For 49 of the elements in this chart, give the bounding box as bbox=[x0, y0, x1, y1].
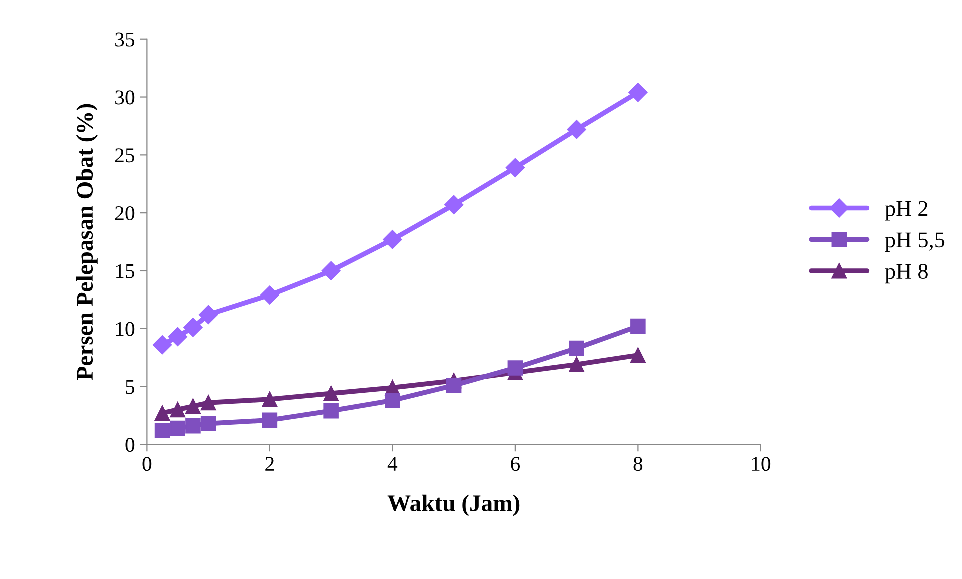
point bbox=[628, 83, 648, 102]
x-tick-label: 6 bbox=[511, 457, 520, 472]
point bbox=[630, 348, 646, 364]
legend-label: pH 2 bbox=[885, 201, 928, 221]
point bbox=[567, 120, 586, 140]
point bbox=[262, 392, 278, 408]
point bbox=[200, 395, 216, 411]
point bbox=[569, 340, 584, 356]
x-tick-label: 2 bbox=[266, 457, 274, 471]
x-tick-label: 4 bbox=[388, 457, 398, 471]
point bbox=[260, 286, 280, 305]
point bbox=[506, 158, 525, 178]
point bbox=[262, 412, 278, 428]
point bbox=[569, 357, 584, 372]
point bbox=[324, 386, 339, 402]
point bbox=[199, 305, 218, 325]
x-tick-label: 0 bbox=[142, 457, 152, 472]
x-tick-label: 10 bbox=[752, 457, 771, 472]
y-tick-label: 15 bbox=[116, 264, 135, 278]
point bbox=[154, 406, 170, 422]
point bbox=[322, 261, 341, 281]
point bbox=[184, 318, 203, 338]
point bbox=[154, 423, 170, 438]
point bbox=[446, 378, 462, 394]
y-tick-label: 30 bbox=[116, 90, 135, 105]
legend-label: pH 5,5 bbox=[885, 232, 945, 252]
point bbox=[168, 327, 188, 347]
y-tick-label: 25 bbox=[115, 148, 135, 163]
x-axis-title: Waktu (Jam) bbox=[388, 494, 520, 516]
point bbox=[444, 195, 464, 214]
y-tick-label: 5 bbox=[126, 380, 135, 394]
y-tick-label: 20 bbox=[115, 206, 135, 221]
legend-label: pH 8 bbox=[885, 264, 928, 284]
y-tick-label: 0 bbox=[126, 438, 135, 452]
point bbox=[186, 418, 201, 434]
point bbox=[186, 398, 201, 414]
point bbox=[508, 360, 524, 376]
point bbox=[170, 420, 186, 436]
point bbox=[385, 393, 400, 408]
point bbox=[630, 318, 646, 334]
y-axis-title: Persen Pelepasan Obat (%) bbox=[76, 104, 98, 380]
point bbox=[170, 402, 186, 418]
point bbox=[200, 416, 216, 432]
x-tick-label: 8 bbox=[634, 457, 643, 472]
point bbox=[324, 403, 339, 419]
y-tick-label: 10 bbox=[116, 322, 135, 336]
y-tick-label: 35 bbox=[116, 32, 135, 47]
point bbox=[383, 230, 402, 250]
point bbox=[152, 336, 172, 355]
